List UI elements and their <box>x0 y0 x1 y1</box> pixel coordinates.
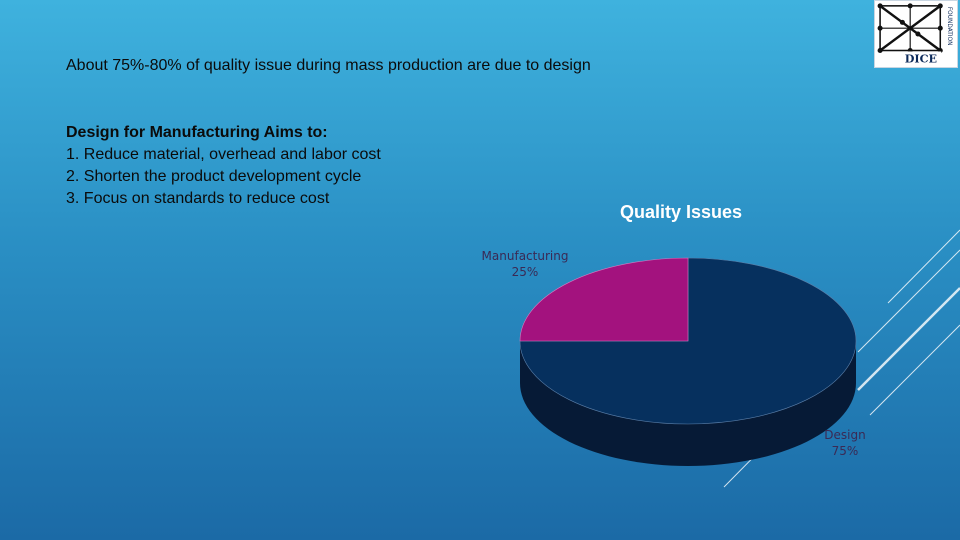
data-label-manufacturing-name: Manufacturing <box>482 249 569 263</box>
pie-slice-design <box>519 257 857 425</box>
aims-list: 1. Reduce material, overhead and labor c… <box>66 144 381 210</box>
data-label-design-value: 75% <box>832 444 859 458</box>
aims-block: Design for Manufacturing Aims to: 1. Red… <box>66 122 381 210</box>
data-label-manufacturing-value: 25% <box>512 265 539 279</box>
logo-tagline: FOUNDATION <box>946 7 952 46</box>
aims-item: 2. Shorten the product development cycle <box>66 168 362 185</box>
aims-item: 1. Reduce material, overhead and labor c… <box>66 146 381 163</box>
aims-item: 3. Focus on standards to reduce cost <box>66 190 330 207</box>
pie-slice-manufacturing <box>519 257 689 342</box>
aims-title: Design for Manufacturing Aims to: <box>66 124 328 141</box>
logo-wordmark: DICE <box>905 53 937 66</box>
dice-logo: DICE FOUNDATION <box>874 0 958 68</box>
dice-logo-icon: DICE FOUNDATION <box>877 3 952 66</box>
headline: About 75%-80% of quality issue during ma… <box>66 57 591 74</box>
chart-title: Quality Issues <box>620 202 743 222</box>
data-label-design-name: Design <box>824 428 865 442</box>
pie-slice-side-design <box>520 341 856 466</box>
